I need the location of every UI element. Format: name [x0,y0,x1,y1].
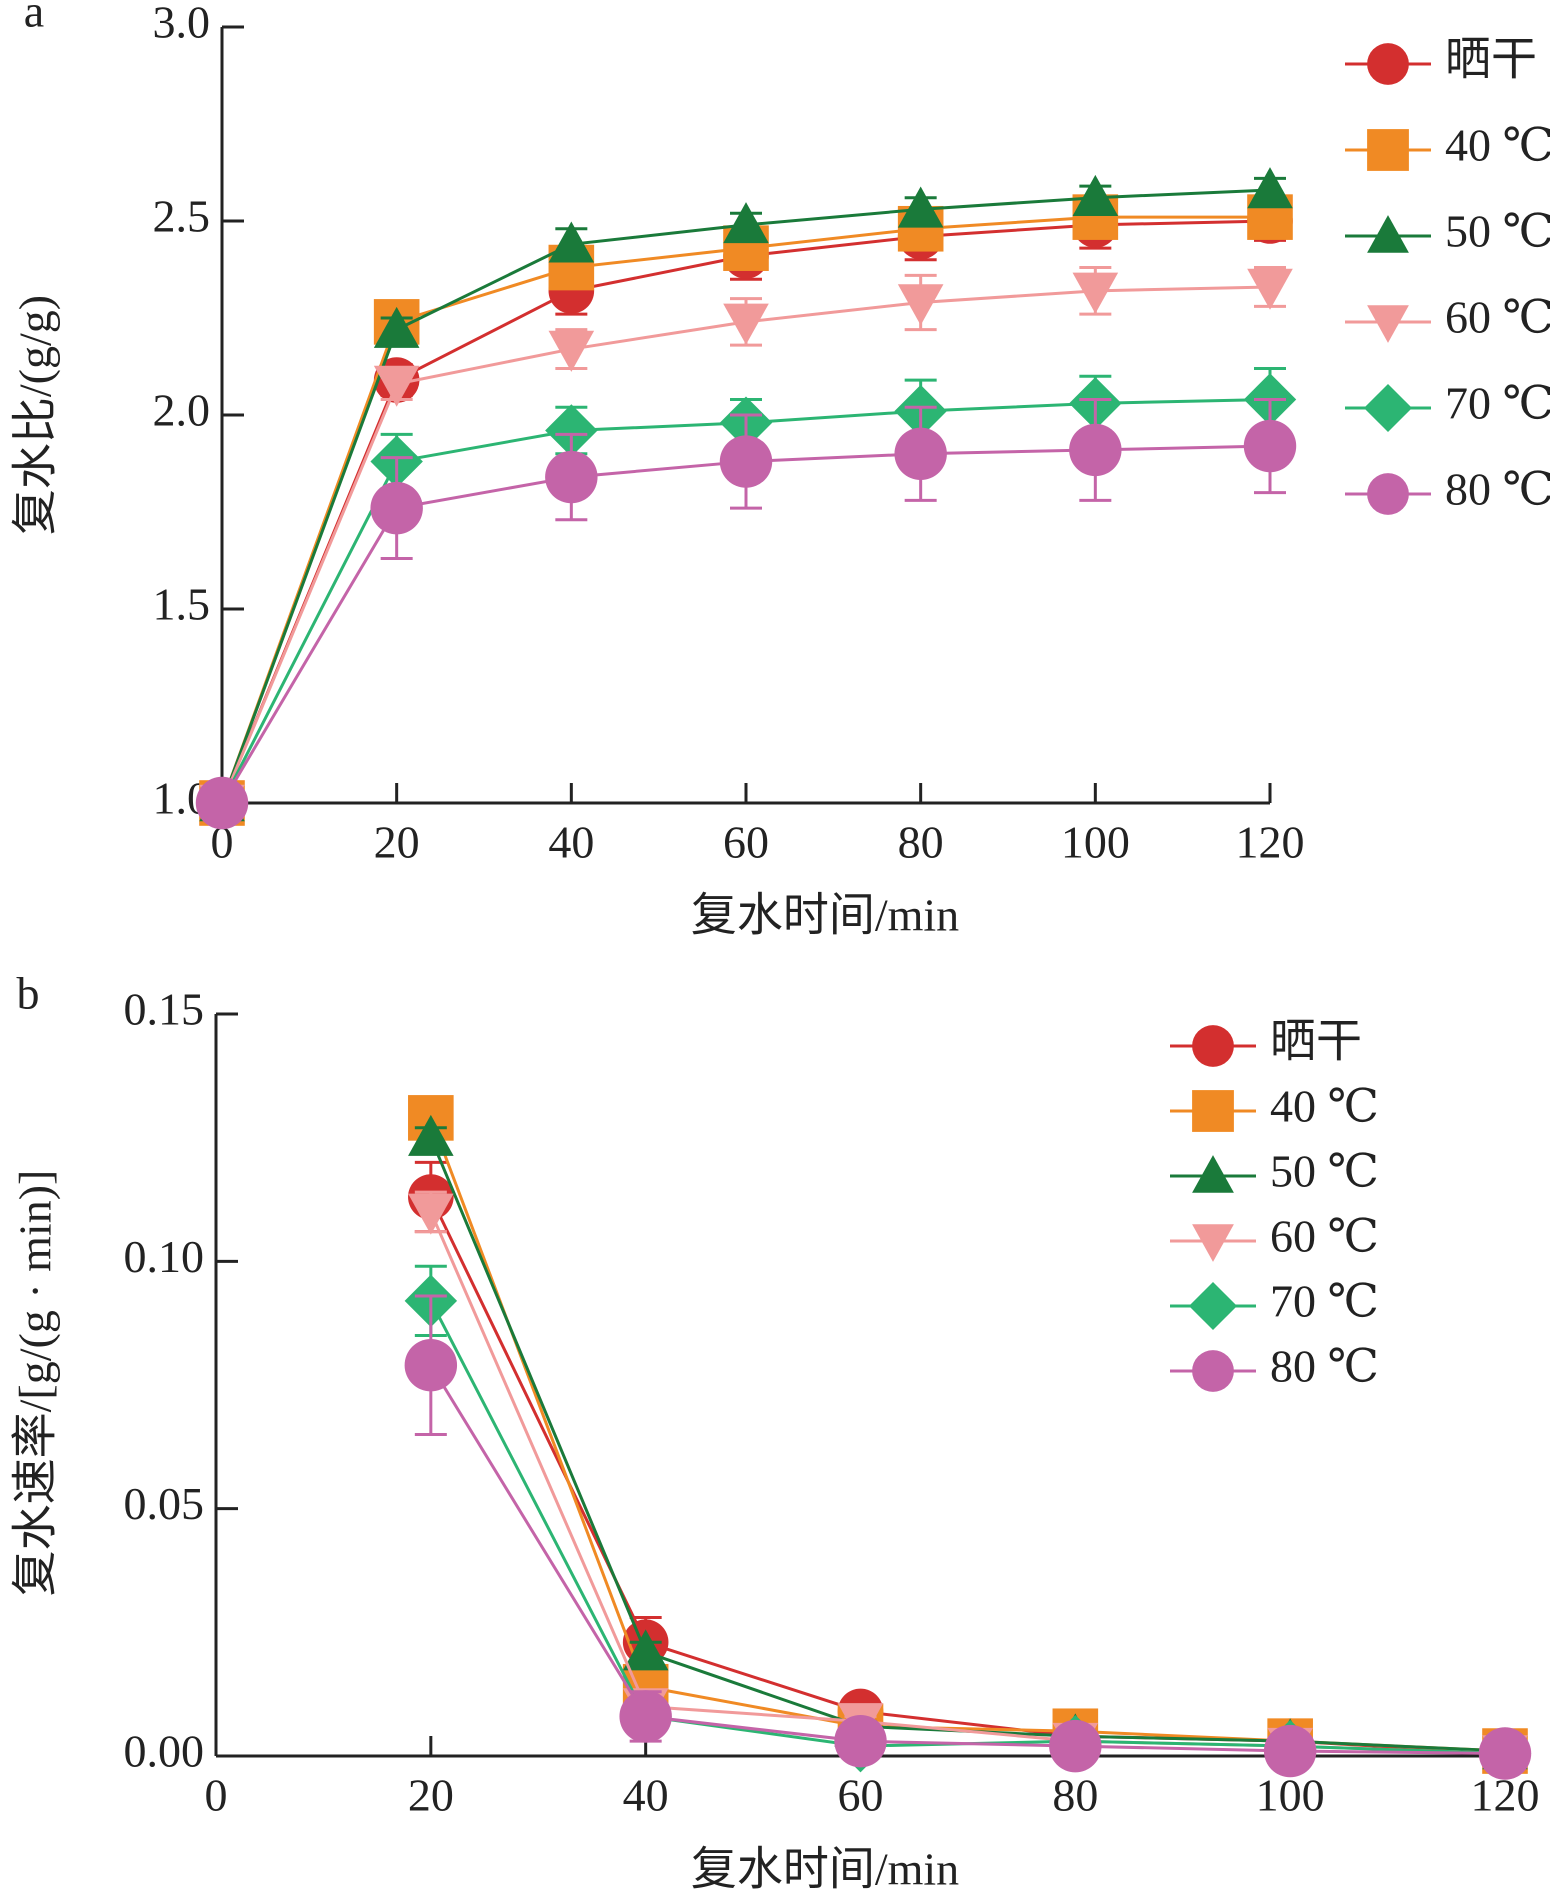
marker [1367,43,1409,85]
marker [545,404,598,457]
panel-label: b [17,968,40,1019]
x-tick-label: 0 [211,817,234,868]
legend-label: 晒干 [1270,1016,1362,1067]
marker [1247,167,1293,209]
y-tick-label: 3.0 [153,0,211,48]
marker [1247,268,1293,310]
marker [619,1690,672,1743]
marker [1363,383,1413,433]
x-tick-label: 100 [1061,817,1130,868]
legend-label: 50 ℃ [1270,1146,1379,1197]
series-line [429,1364,1506,1756]
marker [1192,1155,1234,1193]
x-axis-label: 复水时间/min [691,890,959,941]
marker [1367,305,1409,343]
marker [1192,1350,1234,1392]
y-tick-label: 2.5 [153,191,211,242]
marker [373,306,420,348]
x-tick-label: 120 [1236,817,1305,868]
marker [1263,1724,1317,1778]
marker [548,221,595,263]
marker [897,186,944,228]
marker [897,284,944,326]
marker [719,435,773,488]
legend-label: 晒干 [1445,34,1537,85]
y-axis-label: 复水比/(g/g) [10,295,61,535]
legend-label: 40 ℃ [1445,120,1550,171]
legend-label: 80 ℃ [1445,464,1550,515]
x-tick-label: 60 [723,817,769,868]
marker [1367,473,1409,515]
marker [548,330,595,372]
x-tick-label: 80 [898,817,944,868]
marker [723,303,769,345]
marker [545,450,598,504]
marker [404,1338,458,1392]
x-axis-label: 复水时间/min [691,1844,959,1895]
marker [373,365,420,407]
marker [1367,215,1409,253]
marker [1072,272,1119,314]
legend-label: 70 ℃ [1445,378,1550,429]
marker [370,481,423,535]
legend-label: 80 ℃ [1270,1341,1379,1392]
legend-label: 70 ℃ [1270,1276,1379,1327]
x-tick-label: 40 [623,1770,669,1821]
marker [1192,1224,1234,1262]
x-tick-label: 40 [548,817,594,868]
marker [894,427,947,481]
y-tick-label: 1.5 [153,579,211,630]
marker [1192,1090,1234,1132]
y-axis-label: 复水速率/[g/(g · min)] [10,1170,61,1597]
x-tick-label: 20 [374,817,420,868]
y-tick-label: 0.05 [124,1478,205,1529]
marker [408,1114,454,1156]
x-tick-label: 20 [408,1770,454,1821]
y-tick-label: 0.15 [124,984,205,1035]
marker [1188,1281,1238,1331]
legend-label: 50 ℃ [1445,206,1550,257]
x-tick-label: 60 [838,1770,884,1821]
marker [1192,1025,1234,1067]
x-tick-label: 80 [1052,1770,1098,1821]
marker [622,1629,669,1671]
marker [1069,423,1122,477]
y-tick-label: 2.0 [153,385,211,436]
marker [195,776,249,830]
x-tick-label: 100 [1256,1770,1325,1821]
legend-label: 40 ℃ [1270,1081,1379,1132]
panel-label: a [24,0,44,37]
marker [1367,129,1409,171]
legend-label: 60 ℃ [1270,1211,1379,1262]
marker [1243,419,1297,473]
x-tick-label: 0 [205,1770,228,1821]
y-tick-label: 0.10 [124,1231,205,1282]
marker [1072,174,1119,216]
marker [1478,1727,1532,1780]
marker [834,1714,887,1768]
series-line [220,285,1271,804]
marker [408,1193,454,1235]
y-tick-label: 0.00 [124,1726,205,1777]
marker [723,202,769,244]
marker [1049,1719,1102,1773]
legend-label: 60 ℃ [1445,292,1550,343]
